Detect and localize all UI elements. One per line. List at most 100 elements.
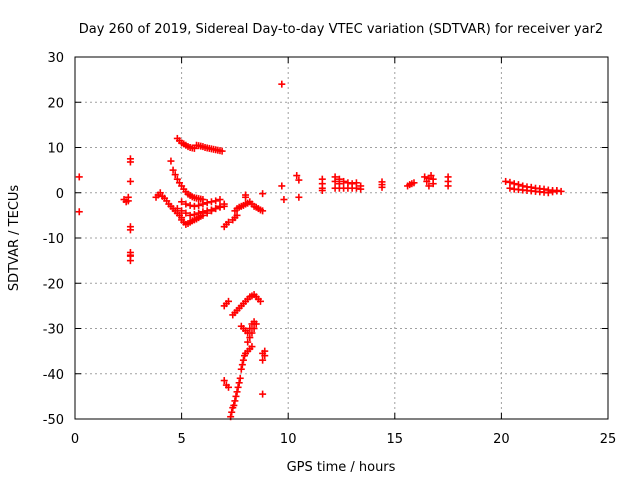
y-tick-label: -30 <box>43 323 64 338</box>
data-point <box>248 329 256 337</box>
x-tick-label: 15 <box>387 432 404 447</box>
y-tick-label: -50 <box>43 413 64 428</box>
data-point <box>238 361 246 369</box>
data-point <box>235 379 243 387</box>
data-point <box>246 334 254 342</box>
data-point <box>444 182 452 190</box>
data-point <box>171 171 179 179</box>
data-point <box>293 172 301 180</box>
data-point <box>126 177 134 185</box>
data-point <box>295 176 303 184</box>
data-point <box>75 173 83 181</box>
data-point <box>340 177 348 185</box>
data-point <box>182 209 190 217</box>
data-point <box>425 174 433 182</box>
data-point <box>178 198 186 206</box>
data-point <box>75 208 83 216</box>
data-point <box>544 189 552 197</box>
data-point <box>126 226 134 234</box>
data-point <box>232 392 240 400</box>
data-point <box>378 178 386 186</box>
data-point <box>225 297 233 305</box>
data-point <box>421 173 429 181</box>
data-point <box>199 200 207 208</box>
data-point <box>233 211 241 219</box>
x-tick-label: 25 <box>600 432 617 447</box>
data-point <box>259 356 267 364</box>
data-point <box>506 178 514 186</box>
data-point <box>278 80 286 88</box>
data-point <box>228 408 236 416</box>
data-point <box>195 201 203 209</box>
data-point <box>242 193 250 201</box>
data-point <box>259 190 267 198</box>
x-tick-label: 0 <box>71 432 79 447</box>
data-point <box>212 205 220 213</box>
data-point <box>250 325 258 332</box>
data-point <box>236 374 244 382</box>
data-point <box>126 158 134 166</box>
x-tick-label: 10 <box>280 432 297 447</box>
data-point <box>207 198 215 206</box>
data-point <box>231 397 239 405</box>
data-point <box>549 188 557 196</box>
data-point <box>178 207 186 215</box>
data-point <box>506 184 514 192</box>
data-point <box>220 200 228 208</box>
data-point <box>169 166 177 174</box>
data-point <box>352 184 360 192</box>
data-point <box>173 205 181 213</box>
data-point <box>502 177 510 185</box>
data-point <box>259 207 267 215</box>
data-point <box>186 201 194 209</box>
data-point <box>124 197 132 205</box>
data-point <box>425 182 433 190</box>
data-point <box>207 207 215 215</box>
grid <box>75 57 608 419</box>
x-tick-label: 5 <box>177 432 185 447</box>
data-point <box>230 401 238 409</box>
data-point <box>259 390 267 398</box>
data-point <box>237 365 245 373</box>
data-points <box>75 80 565 421</box>
data-point <box>225 218 233 226</box>
data-point <box>212 197 220 205</box>
y-tick-label: 20 <box>47 96 64 111</box>
data-point <box>218 147 226 155</box>
y-tick-label: 0 <box>56 187 64 202</box>
data-point <box>318 186 326 194</box>
data-point <box>156 189 164 197</box>
data-point <box>216 196 224 204</box>
data-point <box>280 196 288 204</box>
data-point <box>295 193 303 201</box>
y-tick-label: -40 <box>43 368 64 383</box>
y-axis-label: SDTVAR / TECUs <box>7 185 22 292</box>
data-point <box>199 211 207 219</box>
data-point <box>190 202 198 210</box>
data-point <box>233 388 241 396</box>
x-axis-label: GPS time / hours <box>287 460 396 475</box>
y-tick-label: 30 <box>47 51 64 66</box>
data-point <box>252 320 260 328</box>
data-point <box>557 187 565 195</box>
data-point <box>429 180 437 188</box>
chart-title: Day 260 of 2019, Sidereal Day-to-day VTE… <box>79 22 603 37</box>
data-point <box>126 251 134 259</box>
data-point <box>278 182 286 190</box>
x-tick-label: 20 <box>493 432 510 447</box>
data-point <box>225 383 233 391</box>
data-point <box>553 186 561 194</box>
data-point <box>234 383 242 391</box>
data-point <box>167 157 175 165</box>
data-point <box>186 211 194 219</box>
data-point <box>410 179 418 187</box>
data-point <box>357 185 365 193</box>
data-point <box>261 347 269 355</box>
data-point <box>256 297 264 305</box>
data-point <box>239 356 247 364</box>
data-point <box>220 377 228 385</box>
data-point <box>203 199 211 207</box>
data-point <box>216 202 224 210</box>
y-tick-label: 10 <box>47 142 64 157</box>
